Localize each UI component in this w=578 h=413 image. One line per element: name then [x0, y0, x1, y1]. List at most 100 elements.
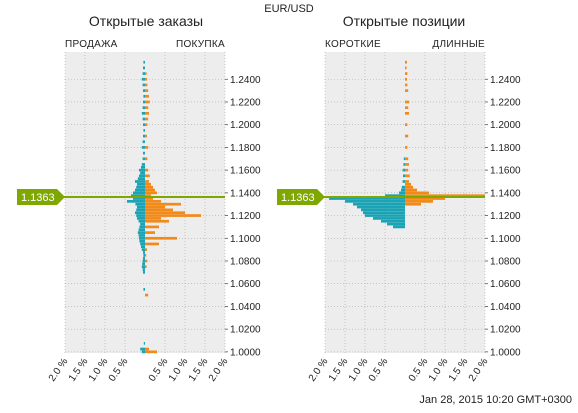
right-bar: [145, 236, 177, 240]
right-bar: [145, 146, 149, 149]
left-bar: [143, 123, 145, 127]
left-bar: [387, 222, 405, 226]
x-tick-label: 0.5 %: [147, 356, 171, 383]
left-side-label: ПРОДАЖА: [65, 39, 118, 50]
x-tick-label: 0.5 %: [407, 356, 431, 383]
open-orders-panel: Открытые заказы ПРОДАЖА ПОКУПКА 2.0 %1.5…: [17, 13, 261, 384]
left-bar: [133, 191, 145, 195]
left-bar: [365, 214, 405, 217]
y-tick-label: 1.0600: [490, 279, 521, 290]
right-bar: [405, 146, 408, 149]
right-bar: [145, 180, 149, 183]
right-bar: [145, 350, 157, 354]
y-tick-label: 1.0400: [490, 302, 521, 313]
left-bar: [135, 180, 145, 183]
left-bar: [140, 242, 145, 246]
left-bar: [137, 231, 145, 234]
y-tick-label: 1.2400: [490, 75, 521, 86]
y-tick-label: 1.1000: [230, 234, 261, 245]
right-bar: [145, 200, 161, 203]
y-tick-label: 1.2400: [230, 75, 261, 86]
y-tick-label: 1.0200: [490, 325, 521, 336]
right-bar: [145, 211, 185, 215]
right-bar: [405, 200, 433, 203]
right-bar: [145, 77, 147, 81]
right-bar: [405, 174, 410, 178]
left-bar: [143, 341, 145, 345]
left-bar: [402, 168, 405, 172]
right-bar: [145, 100, 150, 104]
left-bar: [135, 211, 145, 215]
right-bar: [405, 111, 409, 115]
right-bar: [405, 180, 409, 183]
left-bar: [143, 89, 145, 92]
right-bar: [145, 265, 147, 269]
right-bar: [405, 134, 409, 138]
symbol-title: EUR/USD: [264, 3, 314, 15]
left-bar: [363, 211, 405, 215]
right-bar: [145, 202, 181, 206]
right-bar: [405, 168, 409, 172]
y-tick-label: 1.1600: [230, 166, 261, 177]
left-bar: [403, 174, 405, 178]
right-bar: [145, 293, 149, 297]
x-tick-label: 2.0 %: [207, 356, 231, 383]
x-tick-label: 2.0 %: [307, 356, 331, 383]
x-tick-label: 2.0 %: [467, 356, 491, 383]
left-bar: [402, 180, 405, 183]
left-bar: [142, 140, 145, 144]
panel-title: Открытые позиции: [343, 13, 466, 29]
right-bar: [145, 248, 147, 251]
left-bar: [137, 182, 145, 186]
left-bar: [361, 208, 405, 212]
left-bar: [143, 60, 145, 64]
left-bar: [136, 214, 145, 217]
y-tick-label: 1.2000: [230, 120, 261, 131]
left-bar: [141, 165, 145, 169]
y-tick-label: 1.1400: [230, 188, 261, 199]
right-bar: [145, 185, 153, 189]
left-bar: [393, 225, 405, 229]
y-tick-label: 1.0800: [230, 256, 261, 267]
left-bar: [142, 157, 145, 161]
y-tick-label: 1.1800: [230, 143, 261, 154]
current-price-label: 1.1363: [281, 192, 315, 204]
left-bar: [140, 347, 145, 351]
left-bar: [143, 100, 145, 104]
right-bar: [145, 89, 149, 92]
right-bar: [405, 123, 408, 127]
left-side-label: КОРОТКИЕ: [325, 39, 381, 50]
right-bar: [145, 94, 149, 98]
left-bar: [373, 217, 405, 220]
left-bar: [139, 236, 145, 240]
left-bar: [140, 222, 145, 226]
right-bar: [145, 134, 147, 138]
right-bar: [405, 185, 413, 189]
x-tick-label: 1.5 %: [447, 356, 471, 383]
right-bar: [405, 72, 408, 75]
left-bar: [143, 129, 145, 132]
left-bar: [137, 205, 145, 209]
left-bar: [143, 253, 145, 257]
right-bar: [145, 182, 151, 186]
left-bar: [143, 288, 145, 291]
right-bar: [145, 253, 147, 257]
y-tick-label: 1.1800: [490, 143, 521, 154]
left-bar: [139, 225, 145, 229]
left-bar: [141, 163, 145, 166]
left-bar: [143, 256, 145, 260]
left-bar: [138, 234, 145, 237]
right-side-label: ДЛИННЫЕ: [432, 39, 485, 50]
y-tick-label: 1.1000: [490, 234, 521, 245]
right-bar: [405, 60, 407, 64]
right-bar: [405, 89, 409, 92]
right-bar: [145, 111, 149, 115]
left-bar: [139, 168, 145, 172]
right-bar: [145, 174, 150, 178]
y-tick-label: 1.0400: [230, 302, 261, 313]
left-bar: [357, 205, 405, 209]
timestamp: Jan 28, 2015 10:20 GMT+0300: [419, 394, 572, 406]
y-tick-label: 1.2000: [490, 120, 521, 131]
right-side-label: ПОКУПКА: [176, 39, 225, 50]
y-tick-label: 1.2200: [230, 97, 261, 108]
